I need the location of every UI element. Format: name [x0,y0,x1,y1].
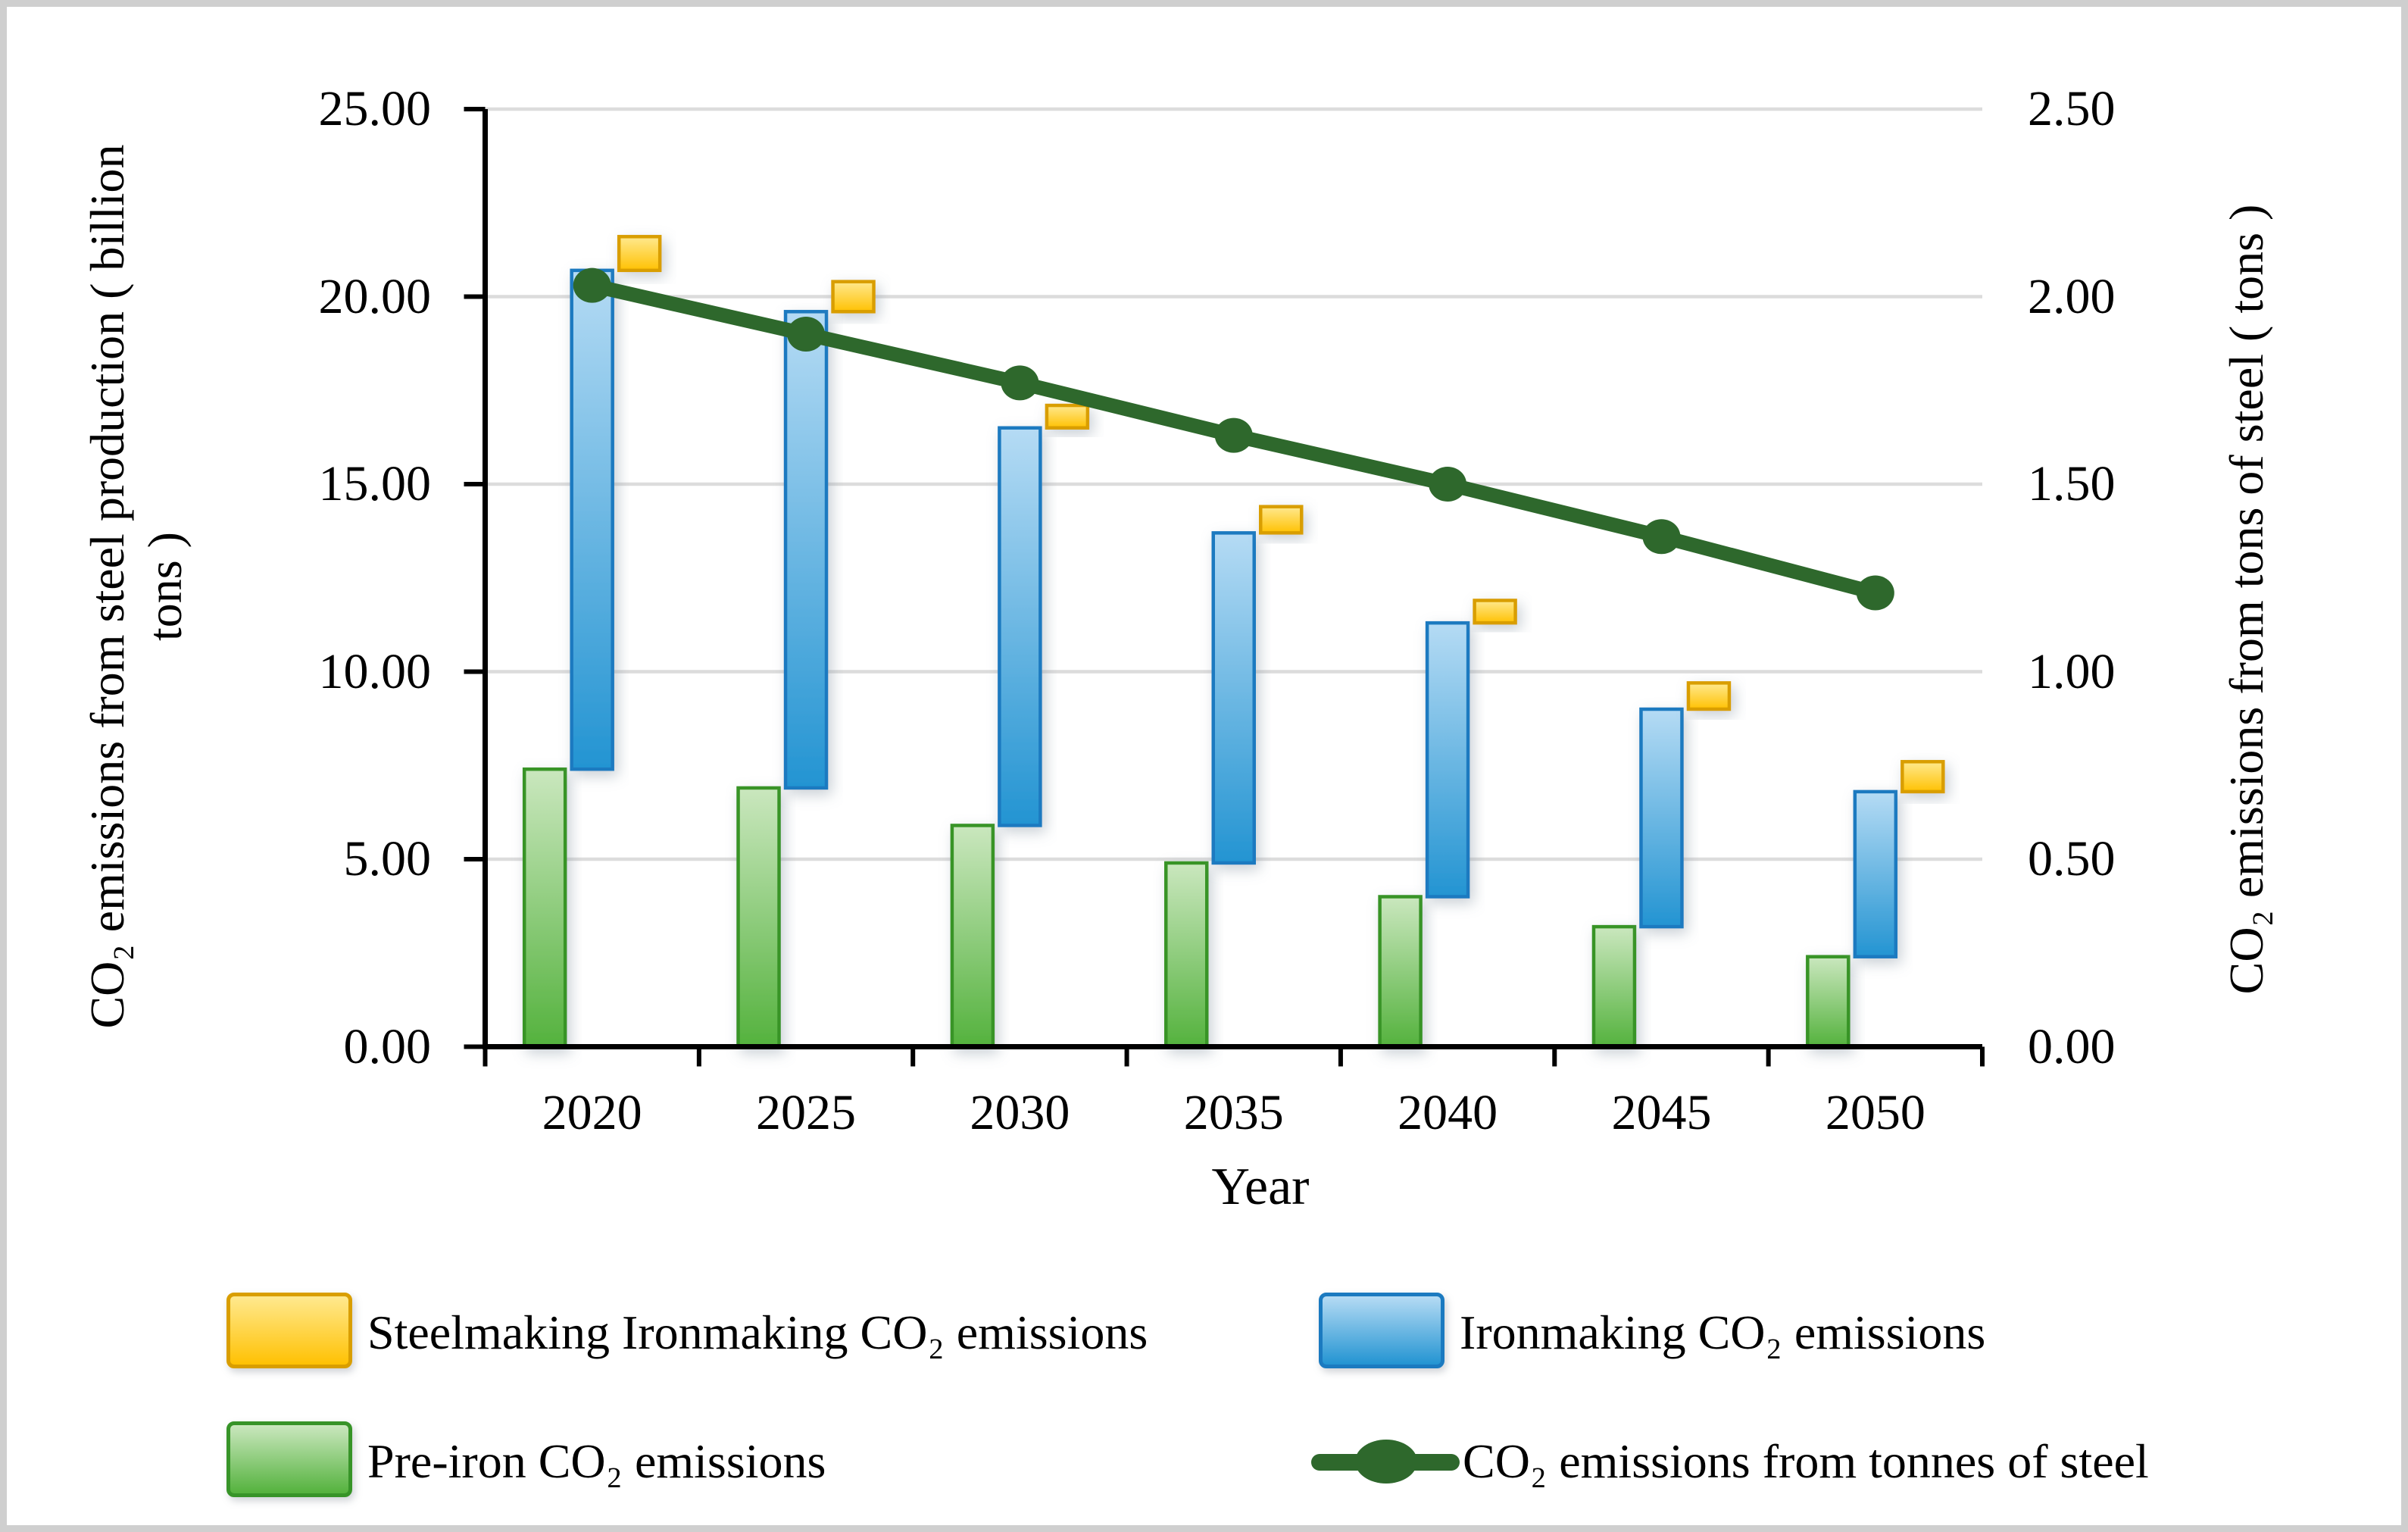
y-axis-right-tick-label-2.00: 2.00 [2028,268,2116,324]
line-marker-2050 [1856,575,1894,611]
steelmaking-bar-2020 [617,235,662,273]
pre_iron-bar-2020 [522,767,567,1049]
x-axis-tick-label-2050: 2050 [1825,1085,1925,1140]
steelmaking-bar-2050 [1900,760,1945,794]
y-axis-right-title: CO₂ emissions from tons of steel ( tons … [2219,204,2273,995]
x-axis-tick-label-2025: 2025 [756,1085,857,1140]
ironmaking-bar-2020 [570,268,614,771]
pre_iron-bar-2030 [950,824,995,1049]
x-axis-tick-label-2030: 2030 [970,1085,1070,1140]
pre_iron-bar-2035 [1164,861,1209,1049]
y-axis-right-tick-label-2.50: 2.50 [2028,81,2116,136]
ironmaking-bar-2040 [1425,621,1470,899]
steelmaking-bar-2025 [831,280,876,314]
line-marker-2035 [1214,417,1253,453]
pre_iron-bar-2025 [736,786,781,1049]
ironmaking-bar-2030 [998,426,1042,827]
legend-label-ironmaking: Ironmaking CO₂ emissions [1460,1305,1986,1359]
steelmaking-series-swatch [226,1293,352,1368]
steelmaking-bar-2035 [1259,505,1304,535]
y-axis-right-tick-label-1.00: 1.00 [2028,643,2116,699]
line-series-swatch [1311,1421,1460,1502]
y-axis-left-tick-label-15.00: 15.00 [318,456,432,511]
legend-label-steelmaking: Steelmaking Ironmaking CO₂ emissions [367,1305,1148,1359]
pre-iron-series-swatch [226,1421,352,1497]
y-axis-right-tick-label-1.50: 1.50 [2028,456,2116,511]
y-axis-left-tick-label-25.00: 25.00 [318,81,432,136]
steelmaking-bar-2030 [1045,403,1090,430]
ironmaking-bar-2035 [1211,531,1256,865]
pre_iron-bar-2040 [1378,895,1423,1049]
x-axis-tick-label-2020: 2020 [542,1085,642,1140]
x-axis-tick-label-2040: 2040 [1398,1085,1498,1140]
line-marker-2030 [1001,365,1039,401]
line-marker-2025 [787,317,826,352]
legend-label-pre-iron: Pre-iron CO₂ emissions [367,1434,826,1488]
y-axis-left-tick-label-10.00: 10.00 [318,643,432,699]
line-marker-2045 [1642,519,1681,555]
y-axis-right-tick-label-0.00: 0.00 [2028,1018,2116,1074]
ironmaking-bar-2050 [1853,789,1898,958]
y-axis-left-tick-label-20.00: 20.00 [318,268,432,324]
y-axis-right-tick-label-0.50: 0.50 [2028,831,2116,886]
steelmaking-bar-2040 [1473,599,1517,625]
line-sample-marker-icon [1355,1440,1417,1484]
pre_iron-bar-2045 [1591,924,1637,1049]
line-marker-2020 [573,267,611,303]
x-axis-tick-label-2045: 2045 [1611,1085,1712,1140]
ironmaking-series-swatch [1319,1293,1444,1368]
legend-label-line: CO₂ emissions from tonnes of steel [1463,1434,2149,1488]
y-axis-left-title-line2: tons ) [138,532,192,641]
x-axis-tick-label-2035: 2035 [1183,1085,1284,1140]
y-axis-left-tick-label-5.00: 5.00 [343,831,432,886]
y-axis-left-tick-label-0.00: 0.00 [343,1018,432,1074]
y-axis-left-title: CO₂ emissions from steel production ( bi… [79,7,197,1196]
x-axis-title: Year [1211,1158,1310,1216]
ironmaking-bar-2045 [1639,707,1684,929]
line-marker-2040 [1429,467,1467,502]
pre_iron-bar-2050 [1806,955,1851,1049]
steelmaking-bar-2045 [1686,681,1732,711]
y-axis-left-title-line1: CO₂ emissions from steel production ( bi… [80,144,134,1029]
ironmaking-bar-2025 [783,310,829,790]
chart-plot-area [464,107,1985,1067]
